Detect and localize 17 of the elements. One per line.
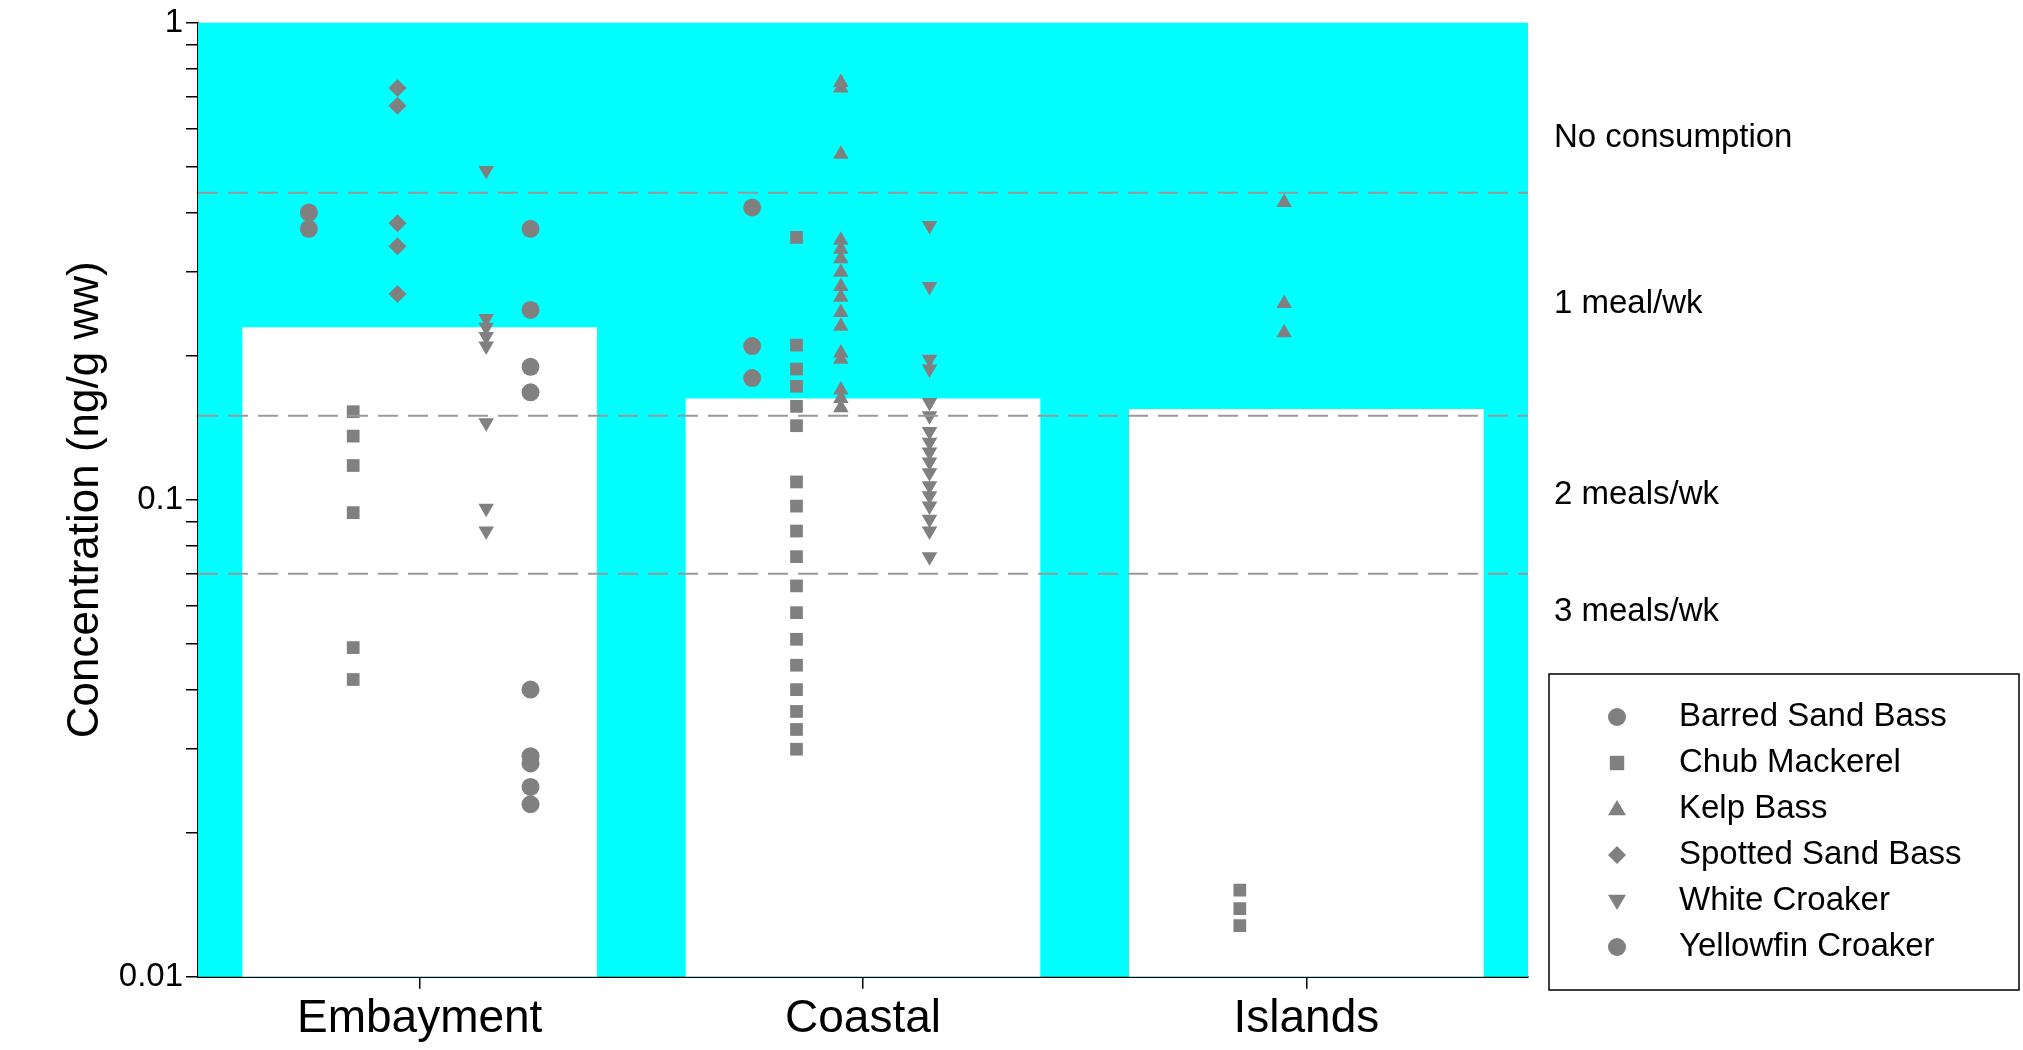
- text: No consumption: [1554, 116, 1793, 154]
- x-tick-label: Islands: [1233, 990, 1380, 1043]
- y-tick-label: 0.01: [118, 955, 184, 993]
- legend-label: Kelp Bass: [1679, 788, 1828, 826]
- y-tick-label: 0.1: [137, 478, 184, 516]
- text: 3 meals/wk: [1554, 590, 1720, 628]
- text: 2 meals/wk: [1554, 473, 1720, 511]
- legend-label: Spotted Sand Bass: [1679, 834, 1962, 872]
- legend-label: Yellowfin Croaker: [1679, 926, 1935, 964]
- legend-label: White Croaker: [1679, 880, 1890, 918]
- y-axis-title: Concentration (ng/g ww): [57, 261, 107, 739]
- y-tick-label: 1: [164, 1, 184, 39]
- text: 1 meal/wk: [1554, 283, 1704, 321]
- x-tick-label: Coastal: [785, 990, 941, 1043]
- x-tick-label: Embayment: [296, 990, 543, 1043]
- legend-label: Chub Mackerel: [1679, 742, 1901, 780]
- legend-label: Barred Sand Bass: [1679, 696, 1947, 734]
